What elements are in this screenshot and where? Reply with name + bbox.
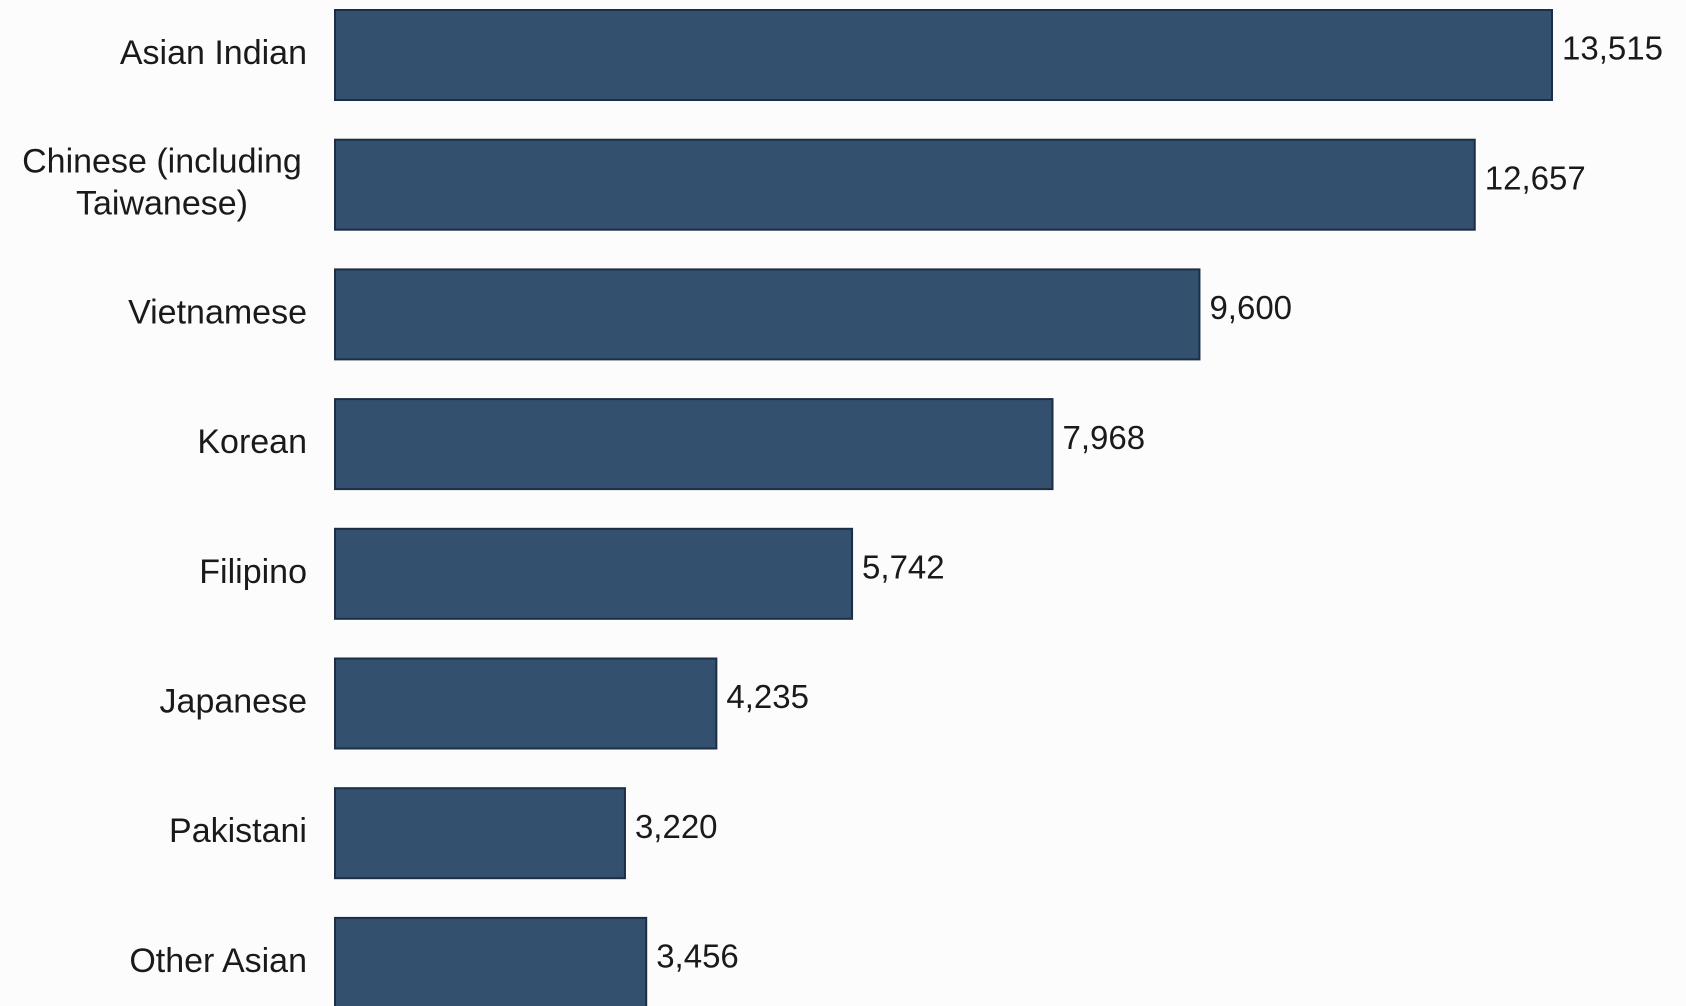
category-label: Vietnamese <box>128 293 307 331</box>
category-label: Asian Indian <box>120 34 307 72</box>
bar <box>334 916 648 1006</box>
bar-value-label: 7,968 <box>1063 419 1146 456</box>
bar-value-label: 13,515 <box>1562 30 1663 67</box>
bar-value-label: 3,220 <box>635 808 718 845</box>
category-label: Chinese (including Taiwanese) <box>22 143 302 223</box>
category-label: Other Asian <box>129 942 307 980</box>
bar-value-label: 5,742 <box>862 549 945 586</box>
bar <box>334 398 1054 491</box>
bar-value-label: 4,235 <box>726 678 809 715</box>
bar <box>334 527 854 620</box>
bar <box>334 268 1201 361</box>
category-label: Filipino <box>199 553 307 591</box>
bar-value-label: 12,657 <box>1485 159 1586 196</box>
category-label: Pakistani <box>169 812 307 850</box>
bar-value-label: 9,600 <box>1209 289 1292 326</box>
bar-value-label: 3,456 <box>656 938 739 975</box>
bar <box>334 787 626 880</box>
category-label: Korean <box>197 423 307 461</box>
bar <box>334 9 1553 101</box>
category-label: Japanese <box>160 682 307 720</box>
bar <box>334 138 1476 231</box>
bar <box>334 657 718 750</box>
